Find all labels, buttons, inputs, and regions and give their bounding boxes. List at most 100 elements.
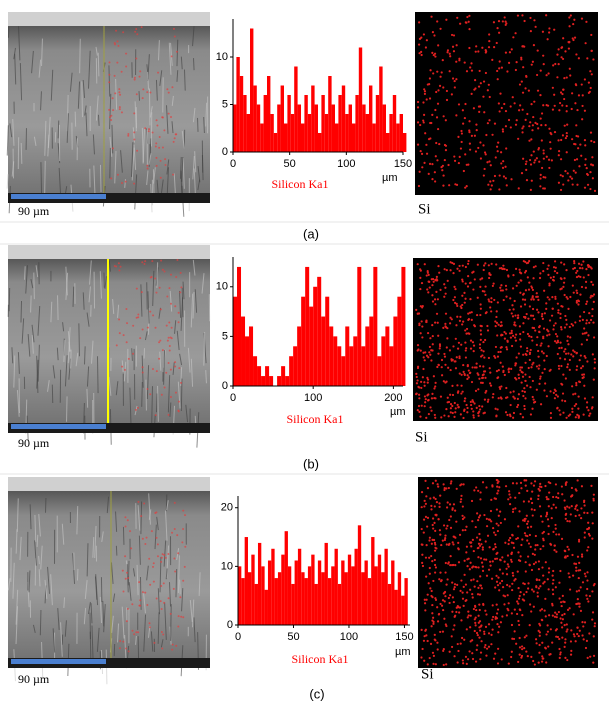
sem-texture bbox=[98, 53, 99, 77]
map-dot bbox=[557, 341, 559, 343]
map-dot bbox=[437, 89, 439, 91]
map-dot bbox=[593, 301, 595, 303]
map-dot bbox=[423, 531, 425, 533]
map-dot bbox=[458, 162, 460, 164]
sem-dot bbox=[124, 555, 126, 557]
map-dot bbox=[524, 373, 526, 375]
map-dot bbox=[432, 517, 434, 519]
map-dot bbox=[487, 401, 489, 403]
map-dot bbox=[424, 500, 426, 502]
map-dot bbox=[552, 589, 554, 591]
bar bbox=[241, 317, 245, 386]
map-dot bbox=[479, 629, 481, 631]
map-dot bbox=[564, 348, 566, 350]
map-dot bbox=[545, 561, 547, 563]
map-dot bbox=[441, 605, 443, 607]
map-dot bbox=[539, 585, 541, 587]
map-dot bbox=[514, 300, 516, 302]
map-dot bbox=[548, 167, 550, 169]
map-dot bbox=[439, 347, 441, 349]
map-dot bbox=[517, 14, 519, 16]
map-dot bbox=[525, 119, 527, 121]
sem-dot bbox=[156, 370, 158, 372]
map-dot bbox=[504, 518, 506, 520]
map-dot bbox=[429, 573, 431, 575]
map-dot bbox=[575, 124, 577, 126]
map-dot bbox=[422, 376, 424, 378]
map-dot bbox=[424, 480, 426, 482]
map-dot bbox=[585, 281, 587, 283]
map-dot bbox=[555, 394, 557, 396]
sem-dot bbox=[167, 340, 169, 342]
map-dot bbox=[435, 91, 437, 93]
map-dot bbox=[432, 72, 434, 74]
map-dot bbox=[486, 161, 488, 163]
map-dot bbox=[498, 626, 500, 628]
map-dot bbox=[554, 397, 556, 399]
map-dot bbox=[429, 537, 431, 539]
map-dot bbox=[449, 503, 451, 505]
map-dot bbox=[529, 534, 531, 536]
map-dot bbox=[525, 75, 527, 77]
map-dot bbox=[479, 141, 481, 143]
map-dot bbox=[476, 536, 478, 538]
map-dot bbox=[541, 566, 543, 568]
map-dot bbox=[558, 409, 560, 411]
bar bbox=[237, 267, 241, 386]
map-dot bbox=[494, 123, 496, 125]
map-dot bbox=[420, 349, 422, 351]
map-dot bbox=[484, 151, 486, 153]
map-dot bbox=[564, 638, 566, 640]
map-dot bbox=[532, 289, 534, 291]
map-dot bbox=[537, 350, 539, 352]
map-dot bbox=[423, 356, 425, 358]
sem-dot bbox=[152, 368, 154, 370]
map-dot bbox=[584, 504, 586, 506]
x-tick-label: 0 bbox=[230, 392, 236, 404]
map-dot bbox=[581, 105, 583, 107]
map-dot bbox=[506, 348, 508, 350]
map-dot bbox=[568, 507, 570, 509]
map-dot bbox=[572, 268, 574, 270]
map-dot bbox=[545, 633, 547, 635]
map-dot bbox=[431, 612, 433, 614]
map-dot bbox=[475, 366, 477, 368]
map-dot bbox=[524, 317, 526, 319]
map-dot bbox=[477, 519, 479, 521]
map-dot bbox=[531, 502, 533, 504]
x-tick-label: 0 bbox=[230, 158, 236, 170]
map-dot bbox=[495, 346, 497, 348]
map-dot bbox=[582, 333, 584, 335]
map-dot bbox=[485, 390, 487, 392]
sem-dot bbox=[156, 125, 158, 127]
map-dot bbox=[498, 589, 500, 591]
map-dot bbox=[469, 143, 471, 145]
map-dot bbox=[455, 521, 457, 523]
map-dot bbox=[513, 412, 515, 414]
map-dot bbox=[436, 159, 438, 161]
sem-texture bbox=[58, 295, 59, 320]
map-dot bbox=[559, 414, 561, 416]
map-dot bbox=[440, 416, 442, 418]
map-dot bbox=[564, 657, 566, 659]
map-dot bbox=[460, 147, 462, 149]
map-dot bbox=[471, 366, 473, 368]
bar bbox=[304, 95, 307, 152]
map-dot bbox=[555, 483, 557, 485]
map-dot bbox=[548, 567, 550, 569]
map-dot bbox=[474, 622, 476, 624]
map-dot bbox=[551, 603, 553, 605]
sem-dot bbox=[156, 537, 158, 539]
map-dot bbox=[530, 154, 532, 156]
map-dot bbox=[440, 544, 442, 546]
map-dot bbox=[575, 640, 577, 642]
map-dot bbox=[484, 644, 486, 646]
map-dot bbox=[434, 530, 436, 532]
scale-label: 90 µm bbox=[18, 204, 50, 218]
map-dot bbox=[474, 566, 476, 568]
map-dot bbox=[423, 88, 425, 90]
map-dot bbox=[573, 19, 575, 21]
map-dot bbox=[453, 286, 455, 288]
map-dot bbox=[435, 279, 437, 281]
map-dot bbox=[571, 177, 573, 179]
